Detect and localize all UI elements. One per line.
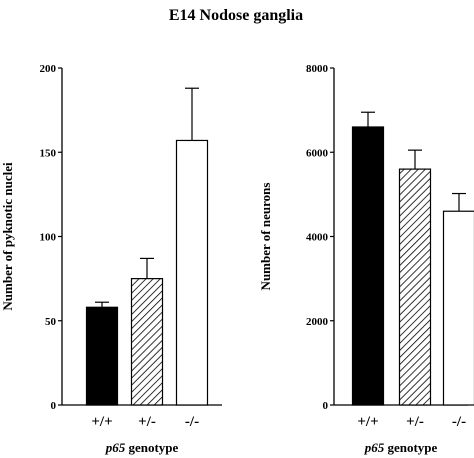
bar [130,278,164,406]
y-tick-label: 100 [40,232,57,244]
bar [351,126,385,406]
bar [85,306,119,406]
category-label: +/+ [91,414,112,430]
y-tick-label: 2000 [306,316,329,328]
panel-neurons: 0 2000 4000 6000 8000 +/+ +/- -/- p65 genotype Nu… [258,63,474,455]
y-tick-label: 50 [45,316,57,328]
y-tick-label: 6000 [306,147,329,159]
bar [398,168,432,406]
bar [442,210,474,406]
y-axis-label: Number of pyknotic nuclei [0,162,15,311]
x-axis-label: p65 genotype [364,440,438,455]
category-label: -/- [185,414,199,430]
y-tick-label: 0 [51,400,57,412]
y-tick-label: 200 [40,63,57,75]
category-label: +/+ [357,414,378,430]
y-axis-label: Number of neurons [258,183,273,291]
y-tick-label: 0 [323,400,329,412]
y-tick-label: 150 [40,147,57,159]
panel-pyknotic-nuclei: 0 50 100 150 200 +/+ +/- -/- p65 genotype Number … [0,63,222,455]
figure-title: E14 Nodose ganglia [169,7,303,24]
category-label: -/- [452,414,466,430]
x-axis-label: p65 genotype [105,440,179,455]
y-tick-label: 8000 [306,63,329,75]
y-tick-label: 4000 [306,232,329,244]
bar [175,139,209,406]
category-label: +/- [406,414,424,430]
category-label: +/- [138,414,156,430]
